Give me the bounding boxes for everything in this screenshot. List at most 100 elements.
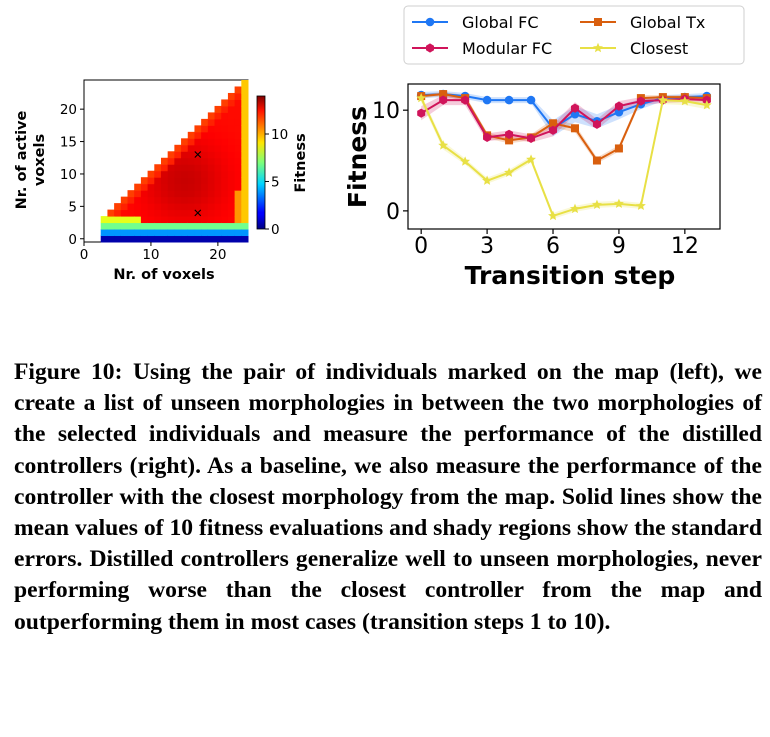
data-point (425, 17, 435, 27)
heatmap-cell (241, 229, 249, 237)
heatmap-cell (227, 112, 236, 120)
colorbar-tick-label: 10 (271, 127, 288, 143)
heatmap-y-tick-label: 0 (68, 232, 77, 248)
heatmap-cell (201, 170, 209, 178)
data-point (679, 95, 690, 106)
heatmap-cell (181, 209, 189, 217)
heatmap-cell (194, 144, 202, 152)
legend-entry: Global Tx (580, 13, 705, 32)
heatmap-cell (194, 138, 202, 146)
heatmap-cell (241, 151, 249, 159)
heatmap-cell (187, 164, 195, 172)
heatmap-x-ticks: 0 10 20 (80, 242, 226, 263)
heatmap-cell (221, 177, 229, 185)
heatmap-cell (234, 190, 242, 198)
heatmap-cell (154, 222, 162, 230)
colorbar-ticks: 0 5 10 (265, 127, 288, 238)
heatmap-cell (241, 170, 249, 178)
heatmap-cell (181, 235, 189, 243)
heatmap-cell (201, 118, 209, 126)
heatmap-cell (221, 151, 229, 159)
legend-label: Modular FC (462, 39, 552, 58)
heatmap-cell (127, 196, 135, 204)
series-lines (416, 89, 712, 221)
heatmap-cell (160, 190, 169, 198)
heatmap-cell (201, 131, 209, 139)
heatmap-cell (127, 222, 135, 230)
heatmap-cell (241, 190, 249, 198)
data-point (593, 42, 603, 53)
heatmap-cell (147, 183, 155, 191)
heatmap-cell (181, 157, 189, 165)
heatmap-cell (134, 222, 142, 230)
heatmap-cell (214, 131, 222, 139)
heatmap-cell (100, 229, 108, 237)
heatmap-cell (134, 196, 142, 204)
heatmap-cell (160, 196, 169, 204)
heatmap-cell (221, 190, 229, 198)
heatmap-cell (234, 157, 242, 165)
legend-label: Global Tx (630, 13, 705, 32)
heatmap-cell (201, 216, 209, 224)
heatmap-cell (127, 235, 135, 243)
heatmap-cell (167, 157, 175, 165)
heatmap-cell (187, 196, 195, 204)
heatmap-cell (214, 118, 222, 126)
heatmap-cell (160, 235, 169, 243)
heatmap-cell (140, 209, 149, 217)
line-x-ticks: 0 3 6 9 12 (414, 229, 699, 259)
heatmap-cell (221, 157, 229, 165)
heatmap-cell (167, 196, 175, 204)
heatmap-cell (100, 216, 108, 224)
heatmap-cell (221, 164, 229, 172)
heatmap-cell (174, 203, 182, 211)
heatmap-cell (154, 164, 162, 172)
heatmap-cell (167, 183, 175, 191)
heatmap-cell (147, 190, 155, 198)
heatmap-cell (234, 235, 242, 243)
heatmap-y-label-line1: Nr. of active (14, 111, 30, 210)
heatmap-cell (187, 151, 195, 159)
data-point (549, 119, 558, 128)
data-point (614, 107, 624, 117)
heatmap-cell (100, 235, 108, 243)
data-point (426, 43, 434, 53)
heatmap-cell (107, 216, 115, 224)
transition-line-chart: 0 3 6 9 12 0 10 Transition step Fitness (343, 83, 721, 290)
heatmap-cell (207, 131, 216, 139)
marked-individual-x (194, 209, 202, 217)
heatmap-cell (234, 86, 242, 94)
heatmap-cell (201, 151, 209, 159)
heatmap-cell (201, 164, 209, 172)
heatmap-cell (241, 125, 249, 133)
heatmap-cell (174, 157, 182, 165)
heatmap-cell (140, 216, 149, 224)
heatmap-y-label-line2: voxels (32, 134, 48, 186)
heatmap-cell (241, 209, 249, 217)
heatmap-cell (160, 183, 169, 191)
series-line (420, 97, 708, 218)
heatmap-cell (194, 203, 202, 211)
heatmap-cell (227, 183, 236, 191)
heatmap-cell (147, 196, 155, 204)
heatmap-cell (227, 164, 236, 172)
heatmap-cell (120, 196, 129, 204)
heatmap-cell (227, 190, 236, 198)
data-point (416, 92, 427, 103)
heatmap-cell (174, 209, 182, 217)
heatmap-cell (100, 222, 108, 230)
heatmap-cell (234, 92, 242, 100)
heatmap-cell (207, 190, 216, 198)
colorbar-gradient (256, 95, 266, 230)
heatmap-cell (227, 105, 236, 113)
heatmap-cell (221, 131, 229, 139)
heatmap-cell (194, 229, 202, 237)
heatmap-cell (221, 144, 229, 152)
heatmap-cell (214, 125, 222, 133)
marked-individuals (194, 151, 202, 217)
heatmap-cell (221, 235, 229, 243)
colorbar: 0 5 10 Fitness (256, 95, 309, 238)
colorbar-tick-label: 0 (271, 222, 280, 238)
data-point (439, 95, 448, 105)
heatmap-cell (167, 177, 175, 185)
